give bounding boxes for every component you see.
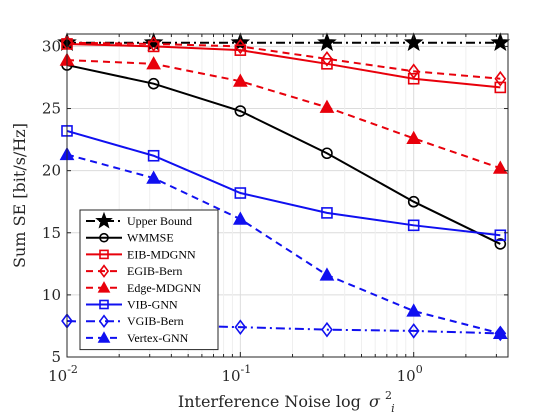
x-axis-label-sub: i xyxy=(391,402,395,415)
diamond-marker xyxy=(234,38,247,55)
square-marker xyxy=(494,81,507,94)
triangle-marker xyxy=(492,325,508,339)
legend-label-vgib-bern: VGIB-Bern xyxy=(127,314,184,328)
x-tick-exponent: -1 xyxy=(241,363,252,376)
x-tick-base: 10 xyxy=(397,367,416,385)
legend: Upper Bound WMMSE EIB-MDGNN EGIB-Bern Edge-M… xyxy=(79,209,219,351)
star-marker xyxy=(403,32,424,52)
circle-marker xyxy=(407,195,420,208)
legend-label-upper-bound: Upper Bound xyxy=(127,214,192,228)
y-tick-label: 25 xyxy=(42,100,61,118)
square-marker xyxy=(407,219,420,232)
legend-label-eib-mdgnn: EIB-MDGNN xyxy=(127,247,196,261)
circle-marker xyxy=(234,105,247,117)
diamond-marker xyxy=(494,325,507,342)
triangle-marker xyxy=(319,267,335,281)
square-marker xyxy=(407,72,420,85)
square-marker xyxy=(321,207,333,219)
legend-label-egib-bern: EGIB-Bern xyxy=(127,264,182,278)
legend-label-vib-gnn: VIB-GNN xyxy=(127,298,178,312)
triangle-marker xyxy=(97,281,111,293)
square-marker xyxy=(234,44,247,56)
y-tick-label: 10 xyxy=(42,286,61,304)
x-tick-label: 10-1 xyxy=(221,363,251,385)
star-marker xyxy=(95,211,113,229)
legend-label-edge-mdgnn: Edge-MDGNN xyxy=(127,281,201,295)
x-tick-exponent: 0 xyxy=(416,363,423,376)
series-line-vertex-gnn xyxy=(66,153,501,335)
circle-marker xyxy=(321,147,333,160)
y-tick-label: 15 xyxy=(42,224,61,242)
series-line-edge-mdgnn xyxy=(66,59,501,170)
series-markers xyxy=(57,32,511,342)
diamond-marker xyxy=(98,264,110,278)
diamond-marker xyxy=(234,319,247,336)
circle-marker xyxy=(99,232,109,243)
x-tick-exponent: -2 xyxy=(67,363,78,376)
y-tick-label: 20 xyxy=(42,162,61,180)
x-axis-label-sigma: σ xyxy=(369,392,381,411)
square-marker xyxy=(321,58,333,70)
x-tick-base: 10 xyxy=(48,367,67,385)
star-marker xyxy=(490,32,511,52)
triangle-marker xyxy=(146,170,161,184)
legend-label-vertex-gnn: Vertex-GNN xyxy=(127,331,189,345)
square-marker xyxy=(99,249,109,260)
y-tick-label: 30 xyxy=(42,37,61,55)
x-tick-label: 10-2 xyxy=(48,363,78,385)
square-marker xyxy=(494,229,507,242)
triangle-marker xyxy=(97,331,111,343)
series-line-wmmse xyxy=(66,64,501,245)
triangle-marker xyxy=(406,130,422,144)
x-tick-label: 100 xyxy=(397,363,423,385)
y-tick-label: 5 xyxy=(51,348,61,366)
diamond-marker xyxy=(407,63,420,80)
diamond-marker xyxy=(321,321,333,338)
series-line-vgib-bern xyxy=(66,319,501,335)
triangle-marker xyxy=(232,211,248,225)
series-line-egib-bern xyxy=(66,41,501,80)
series-line-vib-gnn xyxy=(66,129,501,237)
square-marker xyxy=(147,149,160,162)
star-marker xyxy=(317,32,337,52)
x-axis-label-main: Interference Noise log xyxy=(178,392,361,411)
triangle-marker xyxy=(406,303,422,317)
diamond-marker xyxy=(147,36,160,52)
diamond-marker xyxy=(321,51,333,67)
x-tick-base: 10 xyxy=(221,367,240,385)
legend-label-wmmse: WMMSE xyxy=(127,231,174,245)
x-axis-label: Interference Noise log σ 2 i xyxy=(178,384,397,415)
square-marker xyxy=(234,187,247,199)
y-axis-label: Sum SE [bit/s/Hz] xyxy=(10,123,29,268)
square-marker xyxy=(99,299,109,310)
diamond-marker xyxy=(407,323,420,339)
triangle-marker xyxy=(319,99,335,113)
star-marker xyxy=(230,32,251,52)
circle-marker xyxy=(147,77,160,90)
circle-marker xyxy=(494,238,507,250)
x-axis-label-sup: 2 xyxy=(385,389,392,402)
triangle-marker xyxy=(492,160,508,174)
series-line-eib-mdgnn xyxy=(66,42,501,89)
triangle-marker xyxy=(146,56,161,70)
diamond-marker xyxy=(494,70,507,87)
triangle-marker xyxy=(232,73,248,87)
plot-frame xyxy=(66,33,509,358)
diamond-marker xyxy=(98,314,110,329)
series-lines xyxy=(66,41,501,335)
